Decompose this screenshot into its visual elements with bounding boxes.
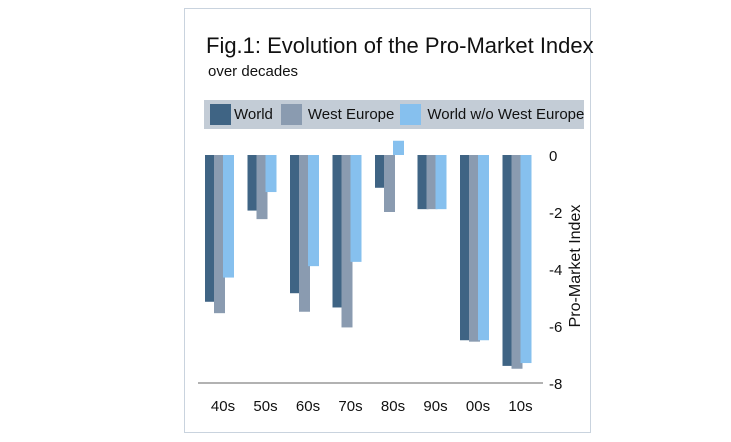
bar-west-europe-50s [256, 155, 268, 220]
bar-world-10s [502, 155, 514, 366]
y-tick-label: -4 [549, 262, 562, 279]
legend-swatch-world-wo-west-europe [400, 104, 422, 125]
bar-west-europe-00s [469, 155, 480, 342]
bar-world-w-o-west-europe-50s [265, 155, 277, 193]
x-tick-label: 70s [338, 398, 362, 415]
bar-world-00s [460, 155, 471, 341]
bar-west-europe-60s [299, 155, 310, 312]
bar-world-w-o-west-europe-80s [393, 140, 404, 155]
x-tick-label: 00s [466, 398, 490, 415]
bar-world-70s [332, 155, 344, 308]
bar-west-europe-70s [341, 155, 353, 328]
bar-west-europe-90s [426, 155, 438, 210]
bar-west-europe-10s [511, 155, 523, 369]
x-tick-label: 50s [253, 398, 277, 415]
legend-label-west-europe: West Europe [307, 106, 395, 123]
legend: World West Europe World w/o West Europe [204, 100, 584, 129]
y-tick-label: -2 [549, 205, 562, 222]
legend-item-west-europe: West Europe [280, 104, 395, 125]
legend-label-world: World [234, 106, 273, 123]
y-axis-label: Pro-Market Index [567, 204, 584, 328]
legend-swatch-west-europe [280, 104, 302, 125]
x-tick-label: 10s [508, 398, 532, 415]
bar-world-40s [205, 155, 216, 302]
bar-world-w-o-west-europe-70s [350, 155, 362, 262]
bar-world-w-o-west-europe-90s [435, 155, 447, 210]
legend-swatch-world [210, 104, 231, 125]
x-tick-label: 40s [211, 398, 235, 415]
chart-subtitle: over decades [208, 63, 299, 80]
x-tick-label: 80s [381, 398, 405, 415]
bar-world-w-o-west-europe-60s [308, 155, 319, 267]
bar-world-w-o-west-europe-00s [478, 155, 489, 341]
y-tick-label: -8 [549, 376, 562, 393]
bar-west-europe-40s [214, 155, 225, 314]
bar-world-90s [417, 155, 429, 210]
y-tick-label: 0 [549, 148, 557, 165]
bar-world-w-o-west-europe-40s [223, 155, 234, 278]
bar-world-w-o-west-europe-10s [520, 155, 532, 364]
y-tick-label: -6 [549, 319, 562, 336]
x-tick-label: 60s [296, 398, 320, 415]
bar-world-60s [290, 155, 301, 294]
x-tick-label: 90s [423, 398, 447, 415]
legend-label-world-wo-west-europe: World w/o West Europe [427, 106, 585, 123]
bar-world-80s [375, 155, 386, 188]
legend-item-world-wo-west-europe: World w/o West Europe [400, 104, 584, 125]
chart-title: Fig.1: Evolution of the Pro-Market Index [206, 33, 594, 58]
legend-item-world: World [210, 104, 273, 125]
bar-world-50s [247, 155, 259, 211]
bar-west-europe-80s [384, 155, 395, 212]
